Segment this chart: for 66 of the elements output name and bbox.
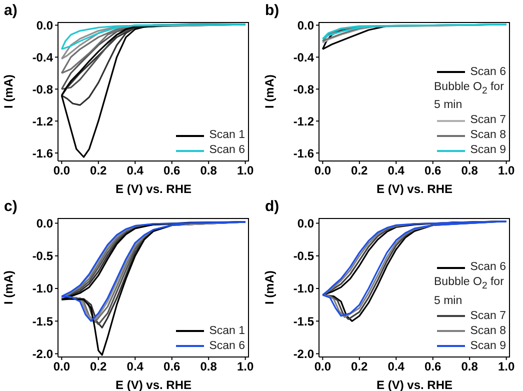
x-tick-label: 0.8 <box>461 164 478 178</box>
x-tick-label: 1.0 <box>236 359 254 374</box>
x-tick-label: 0.2 <box>351 164 368 178</box>
text: Bubble O$_{2}$ for 5 min <box>434 80 504 111</box>
y-tick-label: -0.4 <box>32 50 54 64</box>
x-tick-label: 0.2 <box>90 359 108 374</box>
y-tick-label: -0.4 <box>293 50 314 64</box>
legend-label: Scan 7 <box>470 113 506 128</box>
x-tick-label: 0.4 <box>126 164 144 178</box>
x-tick-label: 0.8 <box>461 359 478 374</box>
x-tick-label: 0.2 <box>90 164 108 178</box>
x-tick-label: 0.4 <box>388 164 405 178</box>
y-tick-label: 0.0 <box>297 18 314 32</box>
legend-label: Scan 6 <box>209 338 245 354</box>
chart-title: b) <box>265 2 280 19</box>
x-tick-label: 1.0 <box>498 164 515 178</box>
legend-label: Scan 8 <box>470 324 506 338</box>
y-tick-label: -1.0 <box>32 281 54 296</box>
x-tick-label: 0.6 <box>424 359 442 374</box>
x-tick-label: 0.0 <box>314 164 332 178</box>
legend-label: Scan 9 <box>470 338 506 354</box>
legend-label: Scan 7 <box>470 308 506 324</box>
x-tick-label: 0.4 <box>126 359 144 374</box>
y-tick-label: 0.0 <box>36 216 54 230</box>
y-axis-title: I (mA) <box>262 74 276 108</box>
legend-label: Scan 8 <box>470 128 506 143</box>
y-tick-label: -0.5 <box>293 248 314 263</box>
legend-label: Scan 6 <box>470 64 506 80</box>
text: Bubble O$_{2}$ for 5 min <box>434 276 504 306</box>
legend-label: Scan 1 <box>209 324 245 338</box>
y-tick-label: -1.6 <box>293 146 314 160</box>
x-tick-label: 0.2 <box>351 359 368 374</box>
y-tick-label: 0.0 <box>297 216 314 230</box>
x-tick-label: 0.6 <box>164 359 181 374</box>
x-tick-label: 1.0 <box>498 359 515 374</box>
chart-title: d) <box>265 198 280 214</box>
y-tick-label: 0.0 <box>36 18 54 32</box>
x-tick-label: 0.6 <box>424 164 442 178</box>
y-tick-label: -1.2 <box>293 114 314 128</box>
y-tick-label: -2.0 <box>32 346 54 360</box>
y-tick-label: -1.5 <box>293 314 314 328</box>
chart-title: a) <box>4 2 18 19</box>
x-tick-label: 0.0 <box>53 359 70 374</box>
x-tick-label: 0.0 <box>314 359 332 374</box>
y-axis-title: I (mA) <box>1 270 16 304</box>
x-tick-label: 0.8 <box>200 359 218 374</box>
legend-label: Scan 1 <box>209 128 245 143</box>
y-axis-title: I (mA) <box>1 74 16 108</box>
y-tick-label: -1.6 <box>32 146 54 160</box>
legend-label: Scan 9 <box>470 143 506 158</box>
y-tick-label: -1.2 <box>32 114 54 128</box>
y-tick-label: -0.8 <box>293 82 314 96</box>
y-tick-label: -0.5 <box>32 248 54 263</box>
x-tick-label: 0.0 <box>53 164 70 178</box>
legend-label: Scan 6 <box>209 143 245 158</box>
x-tick-label: 0.8 <box>200 164 218 178</box>
chart-title: c) <box>4 198 18 214</box>
y-axis-title: I (mA) <box>262 270 276 304</box>
y-tick-label: -2.0 <box>293 346 314 360</box>
y-tick-label: -1.5 <box>32 314 54 328</box>
legend-label: Scan 6 <box>470 260 506 276</box>
y-tick-label: -0.8 <box>32 82 54 96</box>
x-tick-label: 0.4 <box>388 359 405 374</box>
x-tick-label: 1.0 <box>236 164 254 178</box>
y-tick-label: -1.0 <box>293 281 314 296</box>
x-tick-label: 0.6 <box>164 164 181 178</box>
